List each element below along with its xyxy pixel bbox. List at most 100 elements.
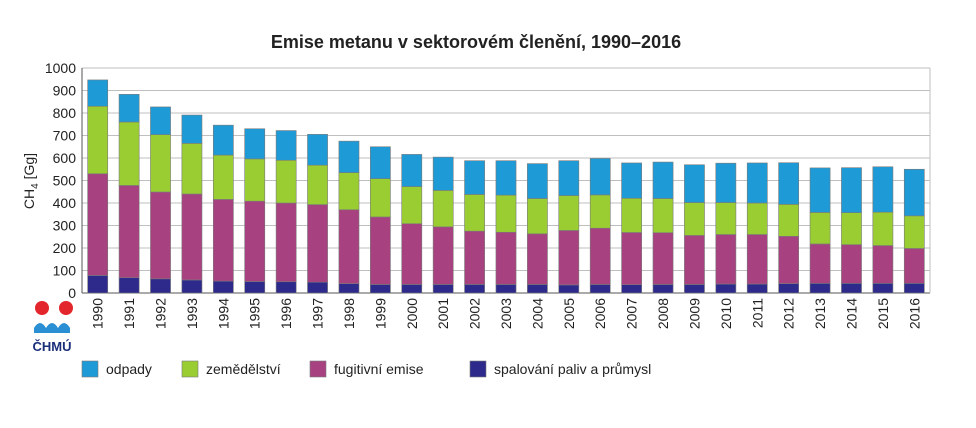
logo-text: ČHMÚ [33, 339, 72, 354]
y-tick-label: 1000 [45, 60, 76, 76]
bar-segment [118, 185, 140, 278]
bars [87, 79, 925, 294]
bar-stack-1991 [118, 94, 140, 294]
x-tick-label: 2000 [404, 298, 420, 329]
x-tick-label: 1994 [215, 298, 231, 329]
logo-red-dot-left [35, 301, 49, 315]
bar-segment [778, 283, 800, 294]
bar-segment [370, 284, 391, 294]
bar-segment [495, 231, 517, 285]
bar-stack-2002 [464, 160, 485, 294]
bar-segment [87, 173, 109, 276]
bar-segment [746, 283, 768, 294]
bar-segment [275, 202, 297, 283]
x-tick-label: 2005 [561, 298, 577, 329]
bar-segment [841, 167, 862, 213]
bar-segment [903, 248, 925, 284]
legend-swatch [81, 360, 99, 378]
bar-segment [307, 134, 328, 166]
bar-segment [150, 278, 171, 294]
x-tick-label: 2009 [686, 298, 702, 329]
bar-segment [809, 167, 831, 213]
x-tick-label: 1990 [90, 298, 106, 329]
bar-stack-2012 [778, 162, 800, 294]
bar-segment [715, 234, 737, 285]
bar-segment [652, 232, 674, 285]
bar-segment [558, 284, 580, 294]
x-tick-label: 2012 [781, 298, 797, 329]
bar-segment [621, 197, 642, 233]
bar-segment [370, 216, 391, 285]
bar-stack-1995 [244, 128, 266, 294]
y-tick-label: 900 [53, 83, 77, 99]
bar-segment [715, 202, 737, 235]
bar-segment [401, 186, 423, 224]
bar-segment [715, 162, 737, 203]
bar-segment [652, 284, 674, 294]
bar-segment [150, 106, 171, 135]
chart-title: Emise metanu v sektorovém členění, 1990–… [271, 32, 681, 52]
chmu-logo: ČHMÚ [33, 301, 73, 354]
bar-stack-2016 [903, 168, 925, 294]
bar-stack-2013 [809, 167, 831, 294]
bar-segment [464, 230, 485, 285]
bar-segment [432, 284, 454, 294]
bar-segment [527, 198, 548, 235]
bar-segment [872, 245, 894, 284]
bar-segment [621, 162, 642, 199]
bar-segment [275, 281, 297, 294]
bar-segment [684, 202, 705, 236]
bar-segment [338, 140, 360, 173]
y-tick-label: 300 [53, 218, 77, 234]
x-tick-label: 2003 [498, 298, 514, 329]
bar-segment [558, 195, 580, 231]
x-tick-label: 2006 [592, 298, 608, 329]
bar-segment [275, 159, 297, 204]
y-tick-label: 700 [53, 128, 77, 144]
bar-segment [778, 162, 800, 205]
bar-segment [684, 284, 705, 294]
y-tick-label: 800 [53, 105, 77, 121]
bar-stack-1992 [150, 106, 171, 294]
bar-segment [778, 204, 800, 237]
bar-segment [841, 212, 862, 245]
legend-label: odpady [106, 361, 152, 377]
x-tick-label: 2007 [624, 298, 640, 329]
bar-segment [244, 128, 266, 160]
bar-segment [621, 284, 642, 294]
x-tick-label: 2013 [812, 298, 828, 329]
bar-segment [212, 280, 234, 294]
bar-segment [150, 191, 171, 280]
bar-segment [87, 105, 109, 175]
bar-stack-2004 [527, 163, 548, 294]
bar-stack-2008 [652, 161, 674, 294]
bar-segment [589, 227, 611, 285]
bar-segment [841, 283, 862, 294]
bar-segment [621, 232, 642, 285]
y-tick-label: 100 [53, 263, 77, 279]
x-tick-label: 1997 [310, 298, 326, 329]
bar-segment [652, 198, 674, 234]
bar-segment [903, 215, 925, 249]
x-tick-label: 2016 [906, 298, 922, 329]
x-tick-label: 2011 [749, 298, 765, 328]
bar-segment [181, 279, 203, 294]
bar-segment [841, 244, 862, 284]
legend-swatch [309, 360, 327, 378]
bar-segment [589, 194, 611, 229]
bar-segment [338, 283, 360, 294]
bar-segment [401, 223, 423, 285]
bar-stack-2007 [621, 162, 642, 294]
bar-segment [558, 230, 580, 286]
bar-segment [809, 283, 831, 294]
bar-stack-1990 [87, 79, 109, 294]
bar-stack-1993 [181, 114, 203, 294]
bar-segment [338, 172, 360, 211]
bar-segment [495, 194, 517, 233]
y-tick-label: 500 [53, 173, 77, 189]
bar-segment [809, 243, 831, 284]
bar-stack-2005 [558, 160, 580, 294]
bar-segment [244, 158, 266, 202]
x-tick-label: 1992 [153, 298, 169, 329]
bar-segment [307, 281, 328, 294]
